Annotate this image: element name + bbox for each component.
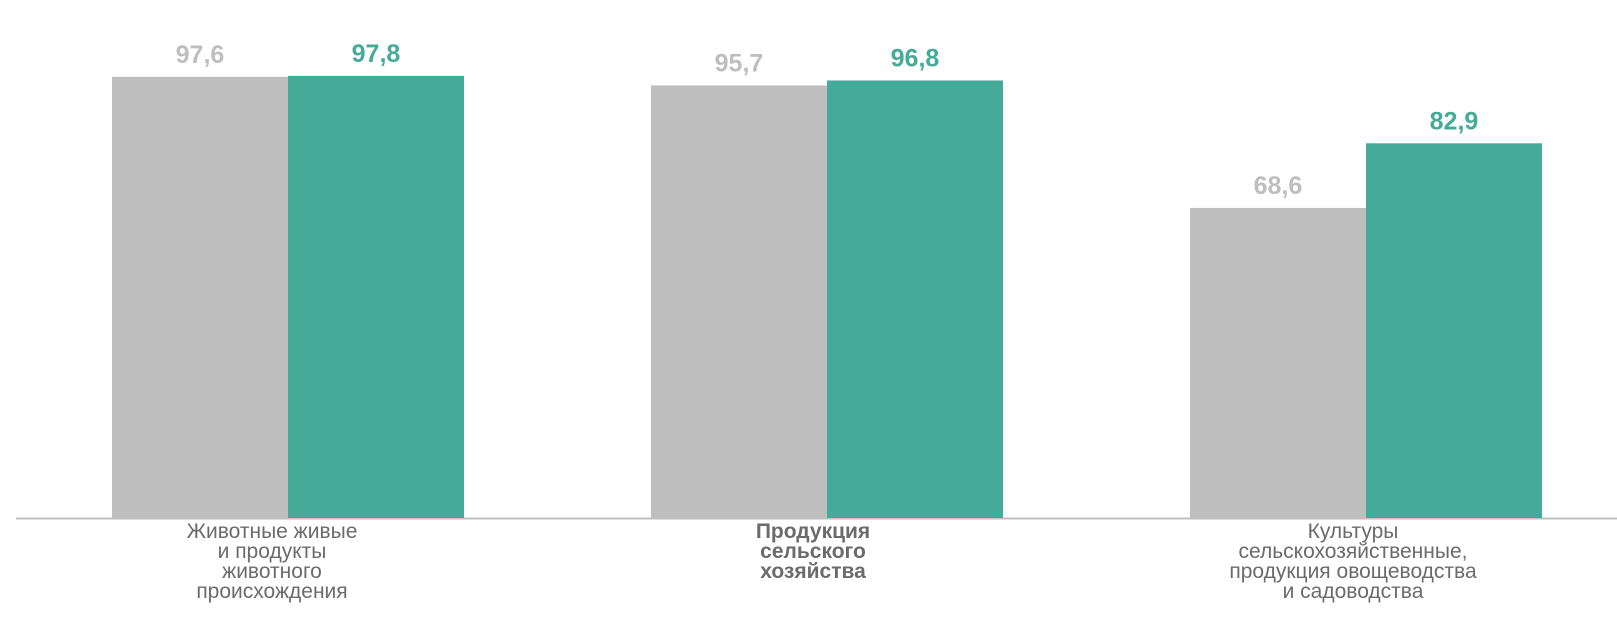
bar-crops-series-1 <box>1190 207 1366 519</box>
data-label-agriculture-series-2: 96,8 <box>891 44 940 72</box>
bar-agriculture-series-1 <box>651 85 827 518</box>
data-label-crops-series-2: 82,9 <box>1430 107 1479 135</box>
category-label-animals: Животные живые и продукты животного прои… <box>186 520 358 603</box>
bar-animals-series-1 <box>112 76 288 519</box>
data-label-crops-series-1: 68,6 <box>1254 172 1303 200</box>
data-label-animals-series-2: 97,8 <box>352 40 401 68</box>
bar-crops-series-2 <box>1366 143 1542 519</box>
data-label-animals-series-1: 97,6 <box>176 41 225 69</box>
category-label-crops: Культуры сельскохозяйственные, продукция… <box>1229 520 1477 603</box>
bar-agriculture-series-2 <box>827 80 1003 519</box>
data-label-agriculture-series-1: 95,7 <box>715 49 764 77</box>
bar-animals-series-2 <box>288 75 464 518</box>
category-label-agriculture: Продукция сельского хозяйства <box>755 520 871 583</box>
